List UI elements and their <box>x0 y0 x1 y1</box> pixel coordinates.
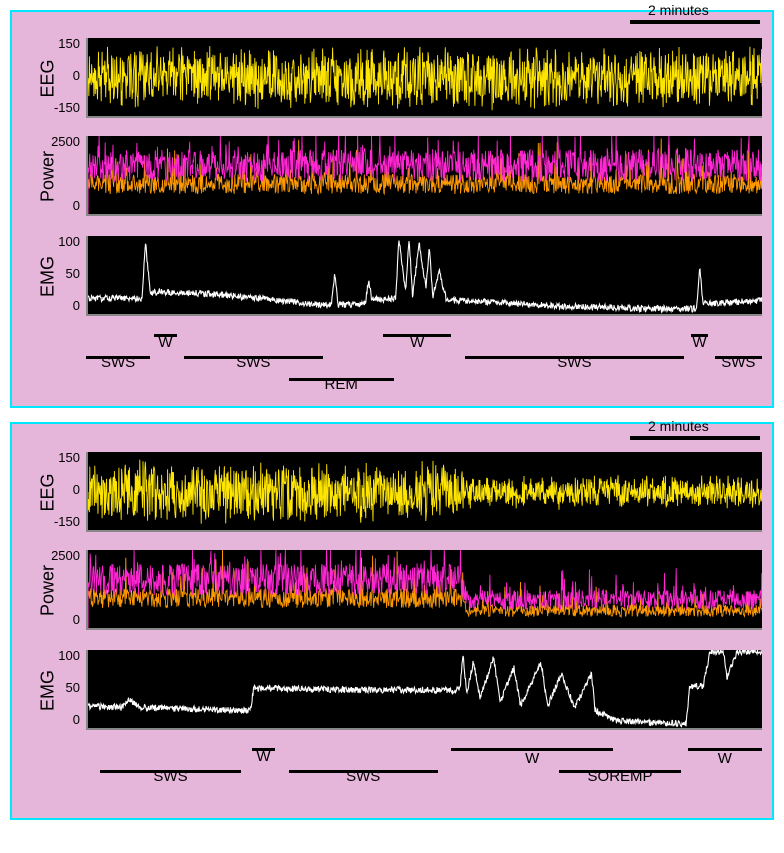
ytick-label: -150 <box>44 514 80 529</box>
ytick-label: 0 <box>44 198 80 213</box>
stage-label: W <box>383 334 451 351</box>
stage-label: W <box>679 334 719 351</box>
stage-label: SOREMP <box>559 768 681 785</box>
ytick-label: 0 <box>44 68 80 83</box>
emg-trace <box>88 236 762 316</box>
ytick-label: 50 <box>44 266 80 281</box>
power-panel <box>86 550 762 630</box>
ytick-label: 150 <box>44 36 80 51</box>
stage-label: W <box>451 750 613 767</box>
eeg-trace <box>88 38 762 118</box>
stage-label: W <box>243 748 283 765</box>
power-trace <box>88 550 762 630</box>
emg-panel <box>86 236 762 316</box>
ytick-label: 150 <box>44 450 80 465</box>
stage-label: W <box>688 750 762 767</box>
ytick-label: 2500 <box>44 548 80 563</box>
power-trace <box>88 136 762 216</box>
scalebar-label: 2 minutes <box>648 418 709 434</box>
stage-label: SWS <box>289 768 438 785</box>
stage-label: SWS <box>86 354 150 371</box>
stage-label: W <box>145 334 185 351</box>
ytick-label: 2500 <box>44 134 80 149</box>
ytick-label: 0 <box>44 712 80 727</box>
ytick-label: 100 <box>44 648 80 663</box>
stage-label: SWS <box>715 354 762 371</box>
scalebar-label: 2 minutes <box>648 2 709 18</box>
eeg-panel <box>86 38 762 118</box>
ytick-label: 100 <box>44 234 80 249</box>
ytick-label: 50 <box>44 680 80 695</box>
stage-label: SWS <box>465 354 685 371</box>
eeg-panel <box>86 452 762 532</box>
eeg-trace <box>88 452 762 532</box>
ytick-label: 0 <box>44 482 80 497</box>
stage-label: SWS <box>184 354 323 371</box>
scalebar <box>630 20 760 24</box>
power-panel <box>86 136 762 216</box>
ytick-label: 0 <box>44 612 80 627</box>
ytick-label: 0 <box>44 298 80 313</box>
emg-trace <box>88 650 762 730</box>
stage-label: REM <box>289 376 394 393</box>
ytick-label: -150 <box>44 100 80 115</box>
scalebar <box>630 436 760 440</box>
emg-panel <box>86 650 762 730</box>
stage-label: SWS <box>100 768 242 785</box>
